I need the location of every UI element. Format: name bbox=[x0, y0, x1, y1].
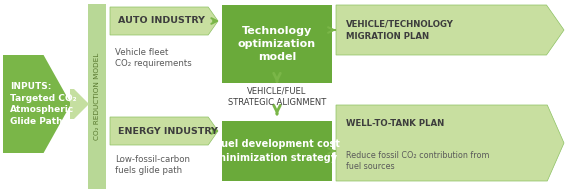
Text: WELL-TO-TANK PLAN: WELL-TO-TANK PLAN bbox=[346, 119, 444, 128]
Text: ENERGY INDUSTRY: ENERGY INDUSTRY bbox=[118, 126, 218, 135]
Polygon shape bbox=[336, 105, 564, 181]
Polygon shape bbox=[70, 89, 89, 119]
Polygon shape bbox=[336, 5, 564, 55]
Text: Low-fossil-carbon
fuels glide path: Low-fossil-carbon fuels glide path bbox=[115, 155, 190, 175]
Text: VEHICLE/TECHNOLOGY
MIGRATION PLAN: VEHICLE/TECHNOLOGY MIGRATION PLAN bbox=[346, 19, 454, 41]
FancyBboxPatch shape bbox=[222, 121, 332, 181]
Polygon shape bbox=[3, 55, 71, 153]
Text: VEHICLE/FUEL
STRATEGIC ALIGNMENT: VEHICLE/FUEL STRATEGIC ALIGNMENT bbox=[228, 87, 326, 107]
Text: Technology
optimization
model: Technology optimization model bbox=[238, 26, 316, 62]
Text: CO₂ REDUCTION MODEL: CO₂ REDUCTION MODEL bbox=[94, 53, 100, 140]
Text: INPUTS:
Targeted CO₂
Atmospheric
Glide Path: INPUTS: Targeted CO₂ Atmospheric Glide P… bbox=[10, 82, 77, 126]
FancyBboxPatch shape bbox=[88, 4, 106, 189]
FancyBboxPatch shape bbox=[222, 5, 332, 83]
Polygon shape bbox=[110, 7, 218, 35]
Text: Vehicle fleet
CO₂ requirements: Vehicle fleet CO₂ requirements bbox=[115, 48, 192, 68]
Text: AUTO INDUSTRY: AUTO INDUSTRY bbox=[118, 16, 205, 25]
Text: Reduce fossil CO₂ contribution from
fuel sources: Reduce fossil CO₂ contribution from fuel… bbox=[346, 151, 490, 171]
Text: Fuel development cost
minimization strategy: Fuel development cost minimization strat… bbox=[215, 139, 340, 163]
Polygon shape bbox=[110, 117, 218, 145]
